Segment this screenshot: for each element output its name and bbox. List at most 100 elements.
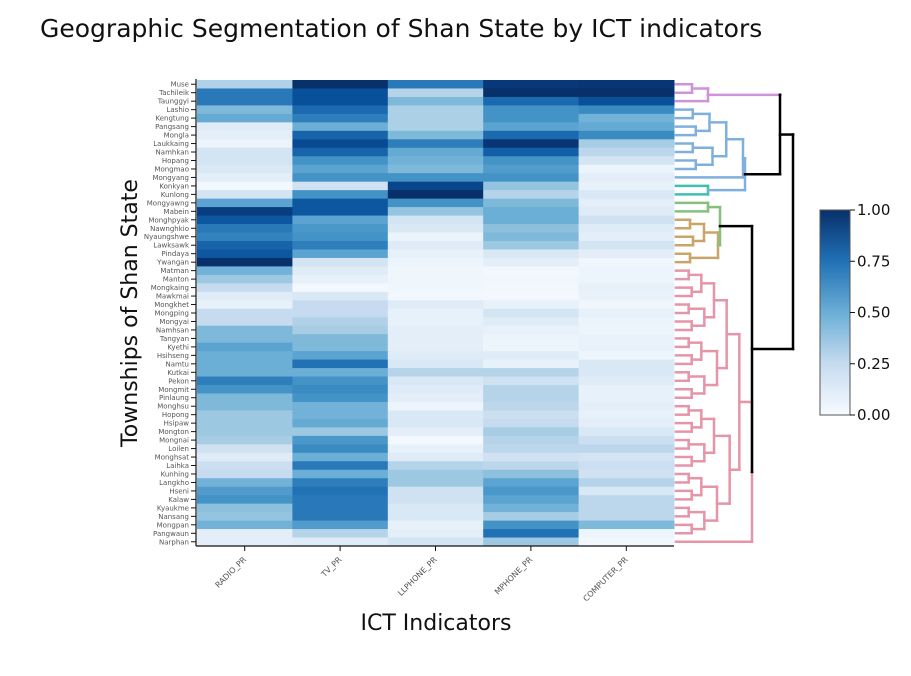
heatmap-cell <box>197 537 293 547</box>
heatmap-cell <box>387 503 484 513</box>
row-label: Nansang <box>158 513 189 521</box>
heatmap-cell <box>483 410 580 420</box>
column-label: COMPUTER_PR <box>581 555 630 604</box>
heatmap-cell <box>387 147 484 157</box>
heatmap-cell <box>387 325 484 335</box>
heatmap-cell <box>292 181 389 191</box>
row-label: Hopang <box>162 157 189 165</box>
heatmap-cell <box>483 401 580 411</box>
heatmap-cell <box>387 164 484 174</box>
heatmap-cell <box>483 164 580 174</box>
y-axis-title: Townships of Shan State <box>118 179 143 448</box>
heatmap-cell <box>387 317 484 327</box>
heatmap-cell <box>483 325 580 335</box>
heatmap-cell <box>483 283 580 293</box>
heatmap-cell <box>197 461 293 471</box>
heatmap-cell <box>292 393 389 403</box>
colorbar: 0.00 0.25 0.50 0.75 1.00 <box>819 201 890 424</box>
heatmap-cell <box>483 427 580 437</box>
heatmap-cell <box>578 486 675 496</box>
row-label: Monghsat <box>155 454 190 462</box>
heatmap-cell <box>197 495 293 505</box>
dendrogram <box>674 82 795 544</box>
row-label: Mongpan <box>157 521 189 529</box>
heatmap-cell <box>387 283 484 293</box>
heatmap-cell <box>197 156 293 166</box>
heatmap-cell <box>483 274 580 284</box>
heatmap-cell <box>292 274 389 284</box>
heatmap-cell <box>387 308 484 318</box>
heatmap-cell <box>483 190 580 200</box>
heatmap-cell <box>292 257 389 267</box>
row-label: Monghpyak <box>148 216 190 224</box>
heatmap-cell <box>578 537 675 547</box>
heatmap-cell <box>197 139 293 149</box>
heatmap-cell <box>483 215 580 225</box>
heatmap-cell <box>483 520 580 530</box>
row-label: Kyaukme <box>157 504 189 512</box>
row-label: Pangsang <box>155 123 189 131</box>
heatmap-cell <box>578 198 675 208</box>
heatmap-cell <box>578 215 675 225</box>
heatmap-cell <box>292 334 389 344</box>
heatmap-cell <box>197 410 293 420</box>
heatmap-cell <box>578 181 675 191</box>
heatmap-cell <box>387 452 484 462</box>
heatmap-cell <box>292 224 389 234</box>
heatmap-cell <box>578 401 675 411</box>
heatmap-cell <box>292 461 389 471</box>
heatmap-cell <box>483 478 580 488</box>
heatmap-cell <box>292 80 389 89</box>
heatmap-cell <box>292 215 389 225</box>
row-label: Pindaya <box>161 250 189 258</box>
heatmap-cell <box>292 105 389 115</box>
heatmap-cell <box>292 96 389 106</box>
heatmap-cell <box>292 512 389 522</box>
heatmap-cell <box>578 240 675 250</box>
heatmap-cell <box>578 503 675 513</box>
heatmap-cell <box>197 401 293 411</box>
heatmap-cell <box>578 418 675 428</box>
heatmap-cell <box>578 122 675 132</box>
row-label: Mongmit <box>158 386 189 394</box>
heatmap-cell <box>197 435 293 445</box>
heatmap-cell <box>578 147 675 157</box>
heatmap-cell <box>292 249 389 259</box>
heatmap-cell <box>197 164 293 174</box>
heatmap-cell <box>483 461 580 471</box>
row-label: Kunhing <box>161 470 189 478</box>
heatmap-cell <box>197 469 293 479</box>
heatmap-cell <box>387 410 484 420</box>
heatmap-cell <box>578 257 675 267</box>
heatmap-cell <box>197 105 293 115</box>
heatmap-cell <box>292 486 389 496</box>
row-label: Namtu <box>165 360 189 368</box>
heatmap-cell <box>483 232 580 242</box>
row-label: Pangwaun <box>153 530 189 538</box>
heatmap-cell <box>578 334 675 344</box>
heatmap-cell <box>197 393 293 403</box>
heatmap-cell <box>292 139 389 149</box>
heatmap-cell <box>292 300 389 310</box>
heatmap-cell <box>387 249 484 259</box>
heatmap-cell <box>387 529 484 539</box>
heatmap-cell <box>387 207 484 217</box>
heatmap-cell <box>483 529 580 539</box>
colorbar-tick-label: 0.50 <box>857 304 890 322</box>
heatmap-cell <box>578 130 675 140</box>
heatmap-cell <box>387 240 484 250</box>
row-label: Nyaungshwe <box>144 233 189 241</box>
heatmap-cell <box>387 401 484 411</box>
heatmap-cell <box>292 478 389 488</box>
heatmap-cell <box>483 96 580 106</box>
row-label: Laihka <box>166 462 189 470</box>
heatmap-cell <box>387 368 484 378</box>
heatmap-cell <box>387 224 484 234</box>
heatmap-cell <box>197 359 293 369</box>
heatmap-cell <box>292 427 389 437</box>
heatmap-cell <box>578 427 675 437</box>
colorbar-tick-label: 0.00 <box>857 406 890 424</box>
row-label: Mongyawng <box>147 199 189 207</box>
row-label: Namhsan <box>156 326 189 334</box>
column-label: RADIO_PR <box>214 555 249 590</box>
